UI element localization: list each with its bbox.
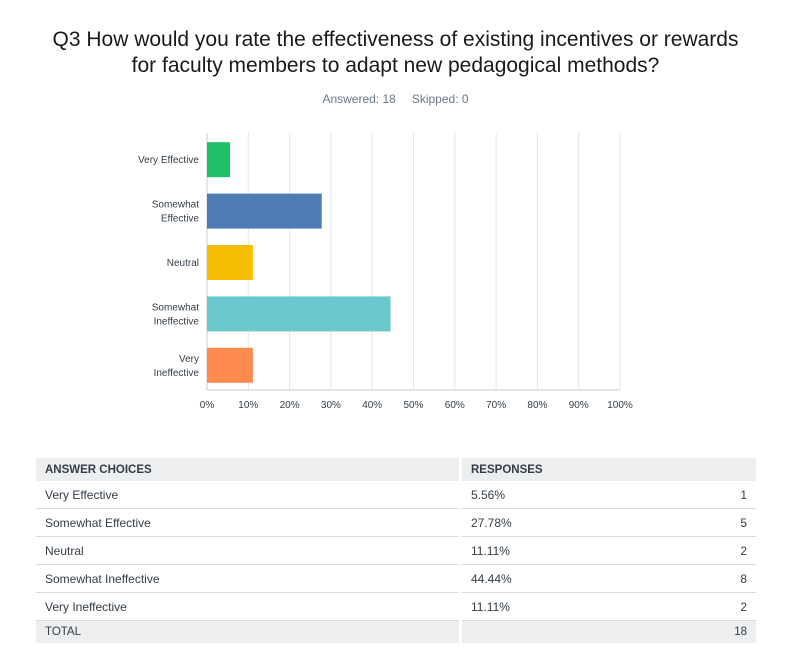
total-spacer [458, 620, 656, 643]
answer-choice-cell: Very Ineffective [36, 592, 461, 621]
category-label: Effective [161, 214, 200, 225]
title-line-2: for faculty members to adapt new pedagog… [131, 54, 660, 77]
bar [207, 347, 253, 383]
x-tick-label: 40% [362, 400, 382, 411]
category-label: Somewhat [152, 302, 199, 313]
category-label: Neutral [167, 258, 199, 269]
count-cell: 1 [655, 481, 756, 509]
header-answer-choices: ANSWER CHOICES [36, 458, 461, 481]
question-title: Q3 How would you rate the effectiveness … [20, 27, 771, 79]
bar-chart: 0% 10% 20% 30% 40% 50% 60% 70% 80% 90% 100% Very Ef… [138, 133, 633, 411]
count-cell: 5 [655, 508, 756, 537]
category-label: Somewhat [152, 200, 199, 211]
table-row: Somewhat Effective 27.78% 5 [36, 508, 756, 537]
x-tick-label: 20% [280, 400, 300, 411]
category-label: Very Effective [138, 155, 199, 166]
total-count: 18 [655, 620, 756, 643]
x-tick-label: 60% [445, 400, 465, 411]
answer-choice-cell: Neutral [36, 536, 461, 565]
category-label: Very [179, 354, 199, 365]
table-row: Very Effective 5.56% 1 [36, 481, 756, 509]
percent-cell: 5.56% [458, 481, 656, 509]
x-tick-label: 100% [607, 400, 633, 411]
percent-cell: 11.11% [458, 592, 656, 621]
percent-cell: 44.44% [458, 564, 656, 593]
bar [207, 193, 322, 229]
responses-table: ANSWER CHOICES RESPONSES Very Effective 5… [36, 458, 756, 643]
bar [207, 296, 391, 332]
count-cell: 8 [655, 564, 756, 593]
total-row: TOTAL 18 [36, 620, 756, 643]
table-row: Somewhat Ineffective 44.44% 8 [36, 564, 756, 593]
category-label: Ineffective [154, 368, 200, 379]
category-label: Ineffective [154, 316, 200, 327]
x-tick-label: 50% [403, 400, 423, 411]
bar [207, 245, 253, 280]
answer-choice-cell: Very Effective [36, 481, 461, 509]
percent-cell: 11.11% [458, 536, 656, 565]
answer-choice-cell: Somewhat Effective [36, 508, 461, 537]
table-header-row: ANSWER CHOICES RESPONSES [36, 458, 756, 481]
table-row: Very Ineffective 11.11% 2 [36, 592, 756, 621]
percent-cell: 27.78% [458, 508, 656, 537]
bar [207, 142, 230, 178]
answered-count: Answered: 18 [322, 92, 396, 106]
count-cell: 2 [655, 592, 756, 621]
total-label: TOTAL [36, 620, 461, 643]
header-responses: RESPONSES [459, 458, 756, 481]
count-cell: 2 [655, 536, 756, 565]
x-tick-label: 30% [321, 400, 341, 411]
response-stats: Answered: 18 Skipped: 0 [0, 92, 791, 106]
answer-choice-cell: Somewhat Ineffective [36, 564, 461, 593]
table-row: Neutral 11.11% 2 [36, 536, 756, 565]
x-tick-label: 70% [486, 400, 506, 411]
x-tick-label: 0% [200, 400, 215, 411]
x-tick-label: 90% [569, 400, 589, 411]
x-tick-label: 80% [527, 400, 547, 411]
x-tick-label: 10% [238, 400, 258, 411]
title-line-1: Q3 How would you rate the effectiveness … [52, 28, 739, 51]
skipped-count: Skipped: 0 [411, 92, 469, 106]
